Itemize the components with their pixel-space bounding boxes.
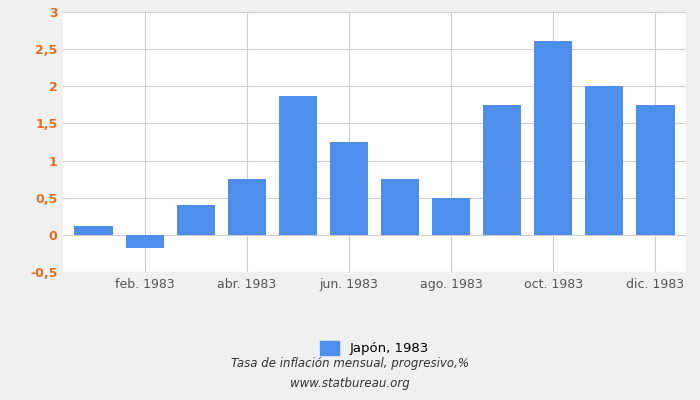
Bar [279, 96, 317, 235]
Bar [636, 105, 675, 235]
Bar [534, 41, 573, 235]
Bar [381, 179, 419, 235]
Bar [176, 205, 215, 235]
Bar [585, 86, 624, 235]
Bar [228, 179, 266, 235]
Legend: Japón, 1983: Japón, 1983 [314, 336, 435, 360]
Bar [330, 142, 368, 235]
Bar [432, 198, 470, 235]
Bar [483, 105, 522, 235]
Text: www.statbureau.org: www.statbureau.org [290, 378, 410, 390]
Bar [74, 226, 113, 235]
Text: Tasa de inflación mensual, progresivo,%: Tasa de inflación mensual, progresivo,% [231, 358, 469, 370]
Bar [125, 235, 164, 248]
